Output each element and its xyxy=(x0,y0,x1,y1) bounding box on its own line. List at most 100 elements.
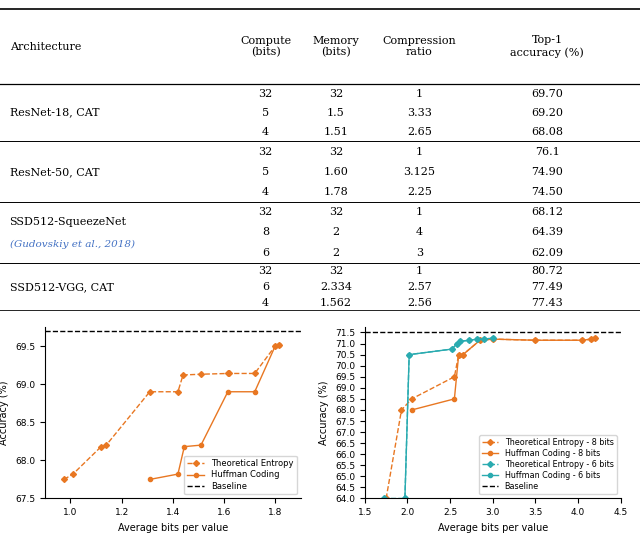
Huffman Coding - 8 bits xyxy=(455,352,463,358)
Theoretical Entropy - 8 bits xyxy=(489,336,497,343)
Huffman Coding xyxy=(174,471,182,477)
Line: Huffman Coding - 8 bits: Huffman Coding - 8 bits xyxy=(410,336,597,412)
X-axis label: Average bits per value: Average bits per value xyxy=(118,523,228,533)
Theoretical Entropy - 8 bits xyxy=(476,337,484,344)
Theoretical Entropy xyxy=(275,342,283,348)
Text: 1: 1 xyxy=(415,266,423,276)
Theoretical Entropy xyxy=(197,371,205,377)
Huffman Coding xyxy=(180,443,188,450)
Text: 2.65: 2.65 xyxy=(407,127,431,137)
Text: 2.56: 2.56 xyxy=(407,298,431,308)
Text: 32: 32 xyxy=(259,207,273,217)
Text: 62.09: 62.09 xyxy=(531,248,563,258)
Theoretical Entropy - 6 bits xyxy=(405,352,413,358)
Theoretical Entropy xyxy=(60,476,68,482)
Theoretical Entropy xyxy=(102,442,110,448)
Text: 1.5: 1.5 xyxy=(327,108,345,118)
Text: 64.39: 64.39 xyxy=(531,227,563,237)
Theoretical Entropy - 8 bits xyxy=(579,337,586,344)
Text: SSD512-VGG, CAT: SSD512-VGG, CAT xyxy=(10,282,113,292)
Huffman Coding xyxy=(224,389,232,395)
Theoretical Entropy - 8 bits xyxy=(408,396,415,402)
Text: 3.125: 3.125 xyxy=(403,167,435,177)
Text: ResNet-50, CAT: ResNet-50, CAT xyxy=(10,167,99,177)
Text: 76.1: 76.1 xyxy=(535,146,559,157)
Text: Architecture: Architecture xyxy=(10,42,81,51)
Line: Huffman Coding: Huffman Coding xyxy=(148,343,281,481)
Huffman Coding - 8 bits xyxy=(579,337,586,344)
Theoretical Entropy - 8 bits xyxy=(459,352,467,358)
Theoretical Entropy xyxy=(69,471,77,477)
Text: 32: 32 xyxy=(329,146,343,157)
Legend: Theoretical Entropy, Huffman Coding, Baseline: Theoretical Entropy, Huffman Coding, Bas… xyxy=(184,456,296,494)
Huffman Coding - 6 bits xyxy=(401,495,409,502)
Theoretical Entropy - 8 bits xyxy=(591,335,599,341)
Text: 1: 1 xyxy=(415,146,423,157)
Y-axis label: Accuracy (%): Accuracy (%) xyxy=(319,381,330,445)
Text: 4: 4 xyxy=(262,298,269,308)
Theoretical Entropy xyxy=(225,370,233,377)
Text: 2.25: 2.25 xyxy=(407,187,431,197)
Theoretical Entropy - 6 bits xyxy=(380,495,387,502)
Huffman Coding xyxy=(271,343,279,349)
Text: 32: 32 xyxy=(329,207,343,217)
Huffman Coding - 6 bits xyxy=(453,340,461,347)
Text: 4: 4 xyxy=(262,187,269,197)
Theoretical Entropy xyxy=(179,372,187,378)
Text: 32: 32 xyxy=(259,266,273,276)
Line: Theoretical Entropy: Theoretical Entropy xyxy=(62,343,281,481)
Text: Compute
(bits): Compute (bits) xyxy=(240,36,291,57)
Text: 32: 32 xyxy=(329,88,343,99)
Text: 3.33: 3.33 xyxy=(407,108,431,118)
Text: 80.72: 80.72 xyxy=(531,266,563,276)
Text: 4: 4 xyxy=(262,127,269,137)
Huffman Coding - 8 bits xyxy=(532,337,540,344)
Huffman Coding - 6 bits xyxy=(448,346,456,352)
Text: 5: 5 xyxy=(262,108,269,118)
Theoretical Entropy xyxy=(146,389,154,395)
Text: SSD512-SqueezeNet: SSD512-SqueezeNet xyxy=(10,217,127,227)
Theoretical Entropy - 8 bits xyxy=(382,495,390,502)
Text: Memory
(bits): Memory (bits) xyxy=(312,36,360,57)
Theoretical Entropy - 6 bits xyxy=(456,338,464,345)
Text: 32: 32 xyxy=(259,88,273,99)
Huffman Coding - 6 bits xyxy=(489,335,497,341)
Theoretical Entropy xyxy=(97,443,105,450)
Text: Compression
ratio: Compression ratio xyxy=(382,36,456,57)
Baseline xyxy=(318,329,326,336)
Huffman Coding - 6 bits xyxy=(465,337,473,344)
Text: 1.78: 1.78 xyxy=(324,187,348,197)
Text: 6: 6 xyxy=(262,248,269,258)
Text: 2.334: 2.334 xyxy=(320,282,352,292)
Huffman Coding - 8 bits xyxy=(476,337,484,344)
Theoretical Entropy xyxy=(224,370,232,377)
Text: 1.51: 1.51 xyxy=(324,127,348,137)
Text: 69.70: 69.70 xyxy=(531,88,563,99)
Text: 5: 5 xyxy=(262,167,269,177)
Huffman Coding xyxy=(146,476,154,482)
Text: 8: 8 xyxy=(262,227,269,237)
Huffman Coding xyxy=(197,442,205,448)
Theoretical Entropy - 8 bits xyxy=(397,407,405,413)
Text: 1: 1 xyxy=(415,88,423,99)
Text: ResNet-18, CAT: ResNet-18, CAT xyxy=(10,108,99,118)
Theoretical Entropy - 6 bits xyxy=(489,335,497,341)
Theoretical Entropy xyxy=(251,370,259,377)
Text: 77.49: 77.49 xyxy=(531,282,563,292)
Huffman Coding - 6 bits xyxy=(481,336,488,343)
Theoretical Entropy xyxy=(271,343,279,349)
Theoretical Entropy - 8 bits xyxy=(587,336,595,343)
Huffman Coding - 8 bits xyxy=(459,352,467,358)
Theoretical Entropy - 6 bits xyxy=(481,336,488,343)
Huffman Coding xyxy=(275,342,283,348)
Theoretical Entropy - 6 bits xyxy=(474,336,481,343)
Huffman Coding - 8 bits xyxy=(591,335,599,341)
Huffman Coding - 6 bits xyxy=(456,338,464,345)
Huffman Coding - 8 bits xyxy=(451,396,458,402)
Legend: Theoretical Entropy - 8 bits, Huffman Coding - 8 bits, Theoretical Entropy - 6 b: Theoretical Entropy - 8 bits, Huffman Co… xyxy=(479,435,617,494)
Text: 3: 3 xyxy=(415,248,423,258)
Huffman Coding xyxy=(251,389,259,395)
Text: 4: 4 xyxy=(415,227,423,237)
Text: 2.57: 2.57 xyxy=(407,282,431,292)
Baseline xyxy=(233,329,241,336)
